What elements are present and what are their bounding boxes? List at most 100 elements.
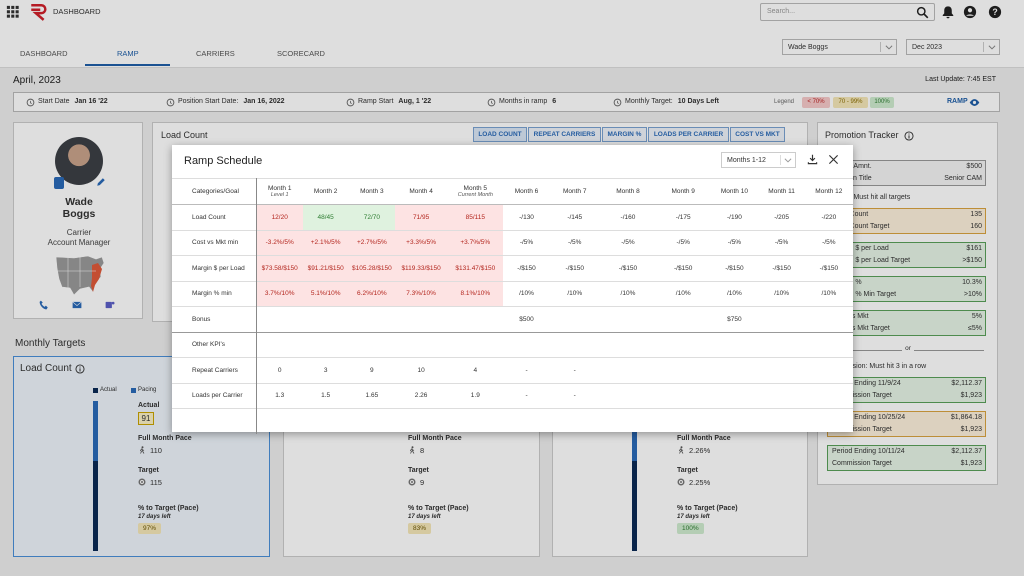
- empty-cell: [256, 307, 302, 333]
- table-cell: 1.65: [365, 392, 379, 400]
- logo[interactable]: [29, 3, 47, 21]
- nav-tab[interactable]: SCORECARD: [277, 49, 325, 58]
- mail-icon[interactable]: [72, 300, 82, 310]
- header-row: Categories/Goal Month 1 Level 1 Month 2 Mont…: [172, 178, 853, 205]
- row-label: Repeat Carriers: [172, 357, 257, 383]
- panel-title: Load Count: [161, 130, 208, 140]
- row-label: Margin % min: [172, 281, 257, 307]
- tracker-value: $161: [966, 245, 982, 252]
- pace-value: 110: [150, 446, 162, 455]
- icon-part: [807, 154, 818, 165]
- info-icon: [346, 98, 355, 107]
- table-cell: -/$150: [772, 264, 791, 272]
- target-value: 115: [150, 478, 162, 487]
- pct-badge: 100%: [677, 523, 704, 534]
- row-label: Cost vs Mkt min: [172, 230, 257, 256]
- metric-button[interactable]: MARGIN %: [602, 127, 647, 142]
- empty-cell: [656, 358, 710, 384]
- table-cell: 7.3%/10%: [394, 281, 448, 307]
- table-cell: +2.1%/5%: [302, 230, 349, 256]
- icon-part: [487, 98, 496, 107]
- empty-cell: [656, 332, 710, 358]
- tracker-label: Load Count Target: [832, 222, 890, 230]
- card-title: Load Count: [20, 363, 72, 374]
- tracker-box: Period Ending 10/11/24 $2,112.37 Commissio…: [827, 445, 986, 471]
- target-icon: [408, 478, 416, 486]
- row-label: Other KPI's: [172, 332, 257, 358]
- field-label: Full Month Pace: [408, 435, 462, 442]
- table-cell: +2.7%/5%: [348, 230, 395, 256]
- metric-button[interactable]: REPEAT CARRIERS: [528, 127, 601, 142]
- table-cell: $131.47/$150: [447, 255, 504, 281]
- search-icon[interactable]: [916, 6, 929, 19]
- nav-tab[interactable]: RAMP: [117, 49, 139, 58]
- table-cell: -3.2%/5%: [256, 230, 303, 256]
- range-select[interactable]: Months 1-12: [721, 152, 796, 168]
- icon-part: [885, 45, 893, 50]
- icon-part: [972, 100, 977, 105]
- info-value: Aug, 1 '22: [398, 98, 432, 105]
- table-cell: -/130: [519, 213, 534, 221]
- panel-title: Promotion Tracker: [825, 130, 899, 140]
- month-label: Month 5: [463, 185, 488, 192]
- table-cell: 12/20: [256, 204, 303, 230]
- month-label: Month 7: [562, 188, 587, 195]
- edit-icon[interactable]: [96, 177, 106, 187]
- table-row: Load Count 12/20 48/45 72/70 71/95 85/115 -/13…: [172, 204, 853, 230]
- download-icon-svg: [807, 154, 818, 165]
- tracker-label: Commission Target: [832, 459, 892, 467]
- search-box[interactable]: Search...: [760, 3, 935, 21]
- ramp-link[interactable]: RAMP: [947, 98, 968, 105]
- table-cell: -/5%: [568, 239, 582, 247]
- teams-icon[interactable]: [105, 300, 115, 310]
- info-item: Start Date Jan 16 '22: [38, 98, 108, 105]
- icon-part: [139, 448, 145, 454]
- table-cell: 71/95: [394, 204, 448, 230]
- month-header: Month 9: [656, 179, 710, 205]
- table-cell: -/5%: [774, 239, 789, 247]
- tracker-label: Period Ending 11/9/24: [832, 380, 901, 387]
- table-cell: 72/70: [348, 204, 395, 230]
- empty-cell: [172, 408, 257, 434]
- chevron: [987, 42, 997, 52]
- icon-part: [904, 131, 914, 141]
- phone-icon[interactable]: [39, 300, 49, 310]
- metric-button[interactable]: LOADS PER CARRIER: [648, 127, 729, 142]
- or-text: or: [905, 345, 911, 352]
- download-icon[interactable]: [807, 154, 818, 165]
- nav-tab[interactable]: DASHBOARD: [20, 49, 68, 58]
- field-label: Actual: [138, 402, 160, 409]
- table-cell: 1.5: [321, 392, 331, 400]
- table-cell: -/$150: [673, 264, 693, 272]
- tracker-label: Period Ending 10/11/24: [832, 448, 905, 455]
- empty-cell: [600, 307, 656, 333]
- territory-map: [54, 251, 106, 297]
- table-cell: $73.58/$150: [256, 255, 303, 281]
- empty-cell: [805, 307, 853, 333]
- month-select[interactable]: Dec 2023: [906, 39, 1000, 55]
- select-divider: [880, 42, 881, 52]
- icon-part: [988, 5, 1002, 19]
- icon-part: [409, 448, 415, 454]
- metric-button[interactable]: COST VS MKT: [730, 127, 785, 142]
- close-icon[interactable]: [828, 154, 839, 165]
- table-cell: $750: [727, 315, 742, 323]
- info-icon: [166, 98, 175, 107]
- metric-button[interactable]: LOAD COUNT: [473, 127, 527, 142]
- nav-tab[interactable]: CARRIERS: [196, 49, 235, 58]
- empty-cell: [349, 332, 395, 358]
- rep-select[interactable]: Wade Boggs: [782, 39, 897, 55]
- notifications-icon[interactable]: [941, 5, 955, 19]
- apps-icon[interactable]: [6, 5, 20, 19]
- info-icon: [26, 98, 35, 107]
- teams-icon-svg: [105, 301, 115, 309]
- month-label: Month 3: [360, 188, 384, 195]
- row-label: Loads per Carrier: [172, 383, 257, 409]
- account-icon[interactable]: [963, 5, 977, 19]
- table-cell: $91.21/$150: [302, 255, 349, 281]
- table-cell: -/220: [821, 213, 837, 221]
- table-cell: -: [573, 366, 576, 374]
- help-icon[interactable]: ?: [988, 5, 1002, 19]
- month-label: Month 6: [514, 188, 539, 195]
- table-cell: +3.7%/5%: [447, 230, 504, 256]
